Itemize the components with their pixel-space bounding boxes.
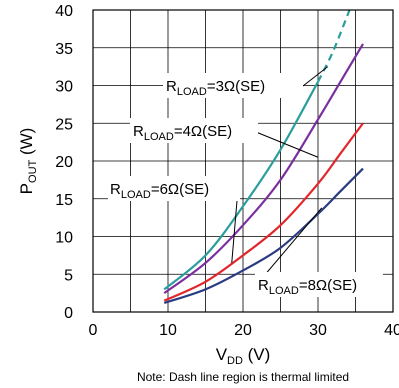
leader-line-1 xyxy=(255,131,319,158)
series-label-8ohm: RLOAD=8Ω(SE) xyxy=(255,272,383,297)
y-tick-labels: 0 5 10 15 20 25 30 35 40 xyxy=(55,3,73,322)
series-label-6ohm: RLOAD=6Ω(SE) xyxy=(108,176,240,201)
leader-line-0 xyxy=(302,66,329,87)
svg-text:RLOAD=3Ω(SE): RLOAD=3Ω(SE) xyxy=(166,78,265,98)
grid xyxy=(93,10,393,312)
y-tick-0: 0 xyxy=(64,305,73,322)
series-layer xyxy=(163,9,364,304)
label-leaders xyxy=(231,66,329,284)
series-label-3ohm: RLOAD=3Ω(SE) xyxy=(163,73,303,98)
y-tick-10: 10 xyxy=(55,230,73,247)
y-axis-label: POUT (W) xyxy=(17,128,39,195)
series-line-3 xyxy=(163,167,364,304)
x-axis-label: VDD (V) xyxy=(216,345,271,367)
x-tick-0: 0 xyxy=(89,322,98,339)
x-tick-30: 30 xyxy=(309,322,327,339)
y-tick-30: 30 xyxy=(55,79,73,96)
y-tick-35: 35 xyxy=(55,41,73,58)
y-tick-40: 40 xyxy=(55,3,73,20)
series-label-4ohm: RLOAD=4Ω(SE) xyxy=(130,118,258,143)
series-line-1 xyxy=(163,43,364,295)
x-tick-40: 40 xyxy=(384,322,399,339)
svg-text:RLOAD=6Ω(SE): RLOAD=6Ω(SE) xyxy=(110,181,209,201)
series-line-0 xyxy=(163,81,319,291)
y-tick-5: 5 xyxy=(64,267,73,284)
series-line-2 xyxy=(163,122,364,302)
y-tick-20: 20 xyxy=(55,154,73,171)
svg-text:RLOAD=8Ω(SE): RLOAD=8Ω(SE) xyxy=(258,277,357,297)
y-tick-25: 25 xyxy=(55,116,73,133)
footnote: Note: Dash line region is thermal limite… xyxy=(137,370,349,384)
svg-text:RLOAD=4Ω(SE): RLOAD=4Ω(SE) xyxy=(133,123,232,143)
leader-line-3 xyxy=(257,207,323,284)
x-tick-20: 20 xyxy=(234,322,252,339)
leader-line-2 xyxy=(231,188,239,263)
y-tick-15: 15 xyxy=(55,192,73,209)
plot-frame xyxy=(92,9,394,313)
x-tick-10: 10 xyxy=(159,322,177,339)
x-tick-labels: 0 10 20 30 40 xyxy=(89,322,399,339)
